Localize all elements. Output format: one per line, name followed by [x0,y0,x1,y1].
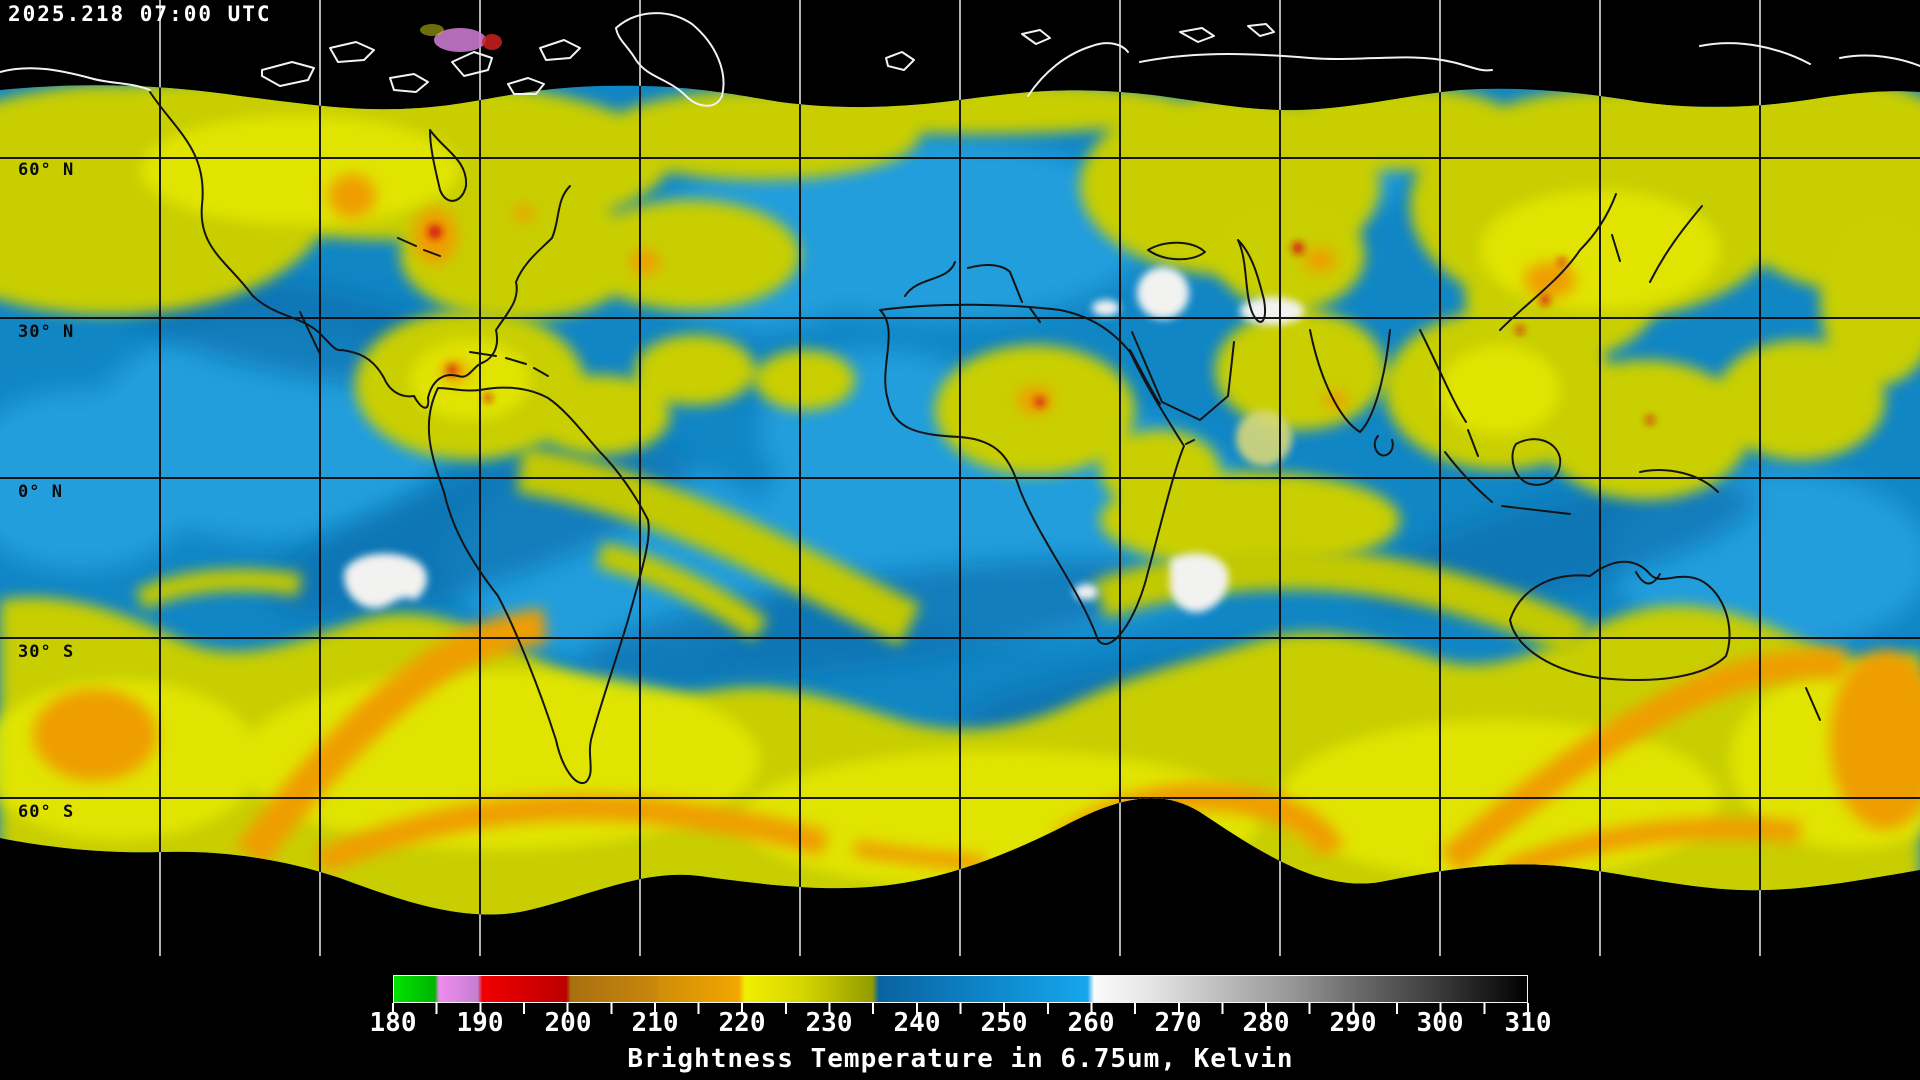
latitude-label-0n: 0° N [18,482,63,502]
tropical-convection [355,200,1920,568]
latitude-label-60s: 60° S [18,802,75,822]
colorbar-tick-label: 290 [1329,1008,1377,1038]
latitude-label-60n: 60° N [18,160,75,180]
map-canvas [0,0,1920,958]
colorbar-tick-label: 270 [1154,1008,1202,1038]
red-cores [428,225,1654,424]
colorbar-tick-label: 250 [980,1008,1028,1038]
colorbar-tick-label: 180 [369,1008,417,1038]
colorbar-tick-label: 200 [544,1008,592,1038]
colorbar-tick-label: 220 [718,1008,766,1038]
colorbar-tick-label: 190 [456,1008,504,1038]
coastlines-black [149,91,1821,785]
polar-artifact-blobs [420,24,502,52]
colorbar-gradient [393,975,1528,1003]
coastlines-white-polar [0,12,1920,107]
data-region [0,85,1920,915]
colorbar-title: Brightness Temperature in 6.75um, Kelvin [627,1044,1294,1074]
pale-disk-artifact [1236,410,1292,466]
timestamp: 2025.218 07:00 UTC [8,2,272,26]
warm-white-patches [344,267,1304,613]
graticule-black [0,85,1920,915]
latitude-label-30n: 30° N [18,322,75,342]
latitude-label-30s: 30° S [18,642,75,662]
colorbar-tick-label: 310 [1504,1008,1552,1038]
colorbar-tick-label: 300 [1416,1008,1464,1038]
orange-patches [33,174,1920,830]
colorbar-tick-label: 230 [805,1008,853,1038]
colorbar-tick-label: 280 [1242,1008,1290,1038]
colorbar-ticks [392,1003,1530,1014]
colorbar-tick-label: 210 [631,1008,679,1038]
colorbar-tick-label: 240 [893,1008,941,1038]
colorbar-tick-label: 260 [1067,1008,1115,1038]
